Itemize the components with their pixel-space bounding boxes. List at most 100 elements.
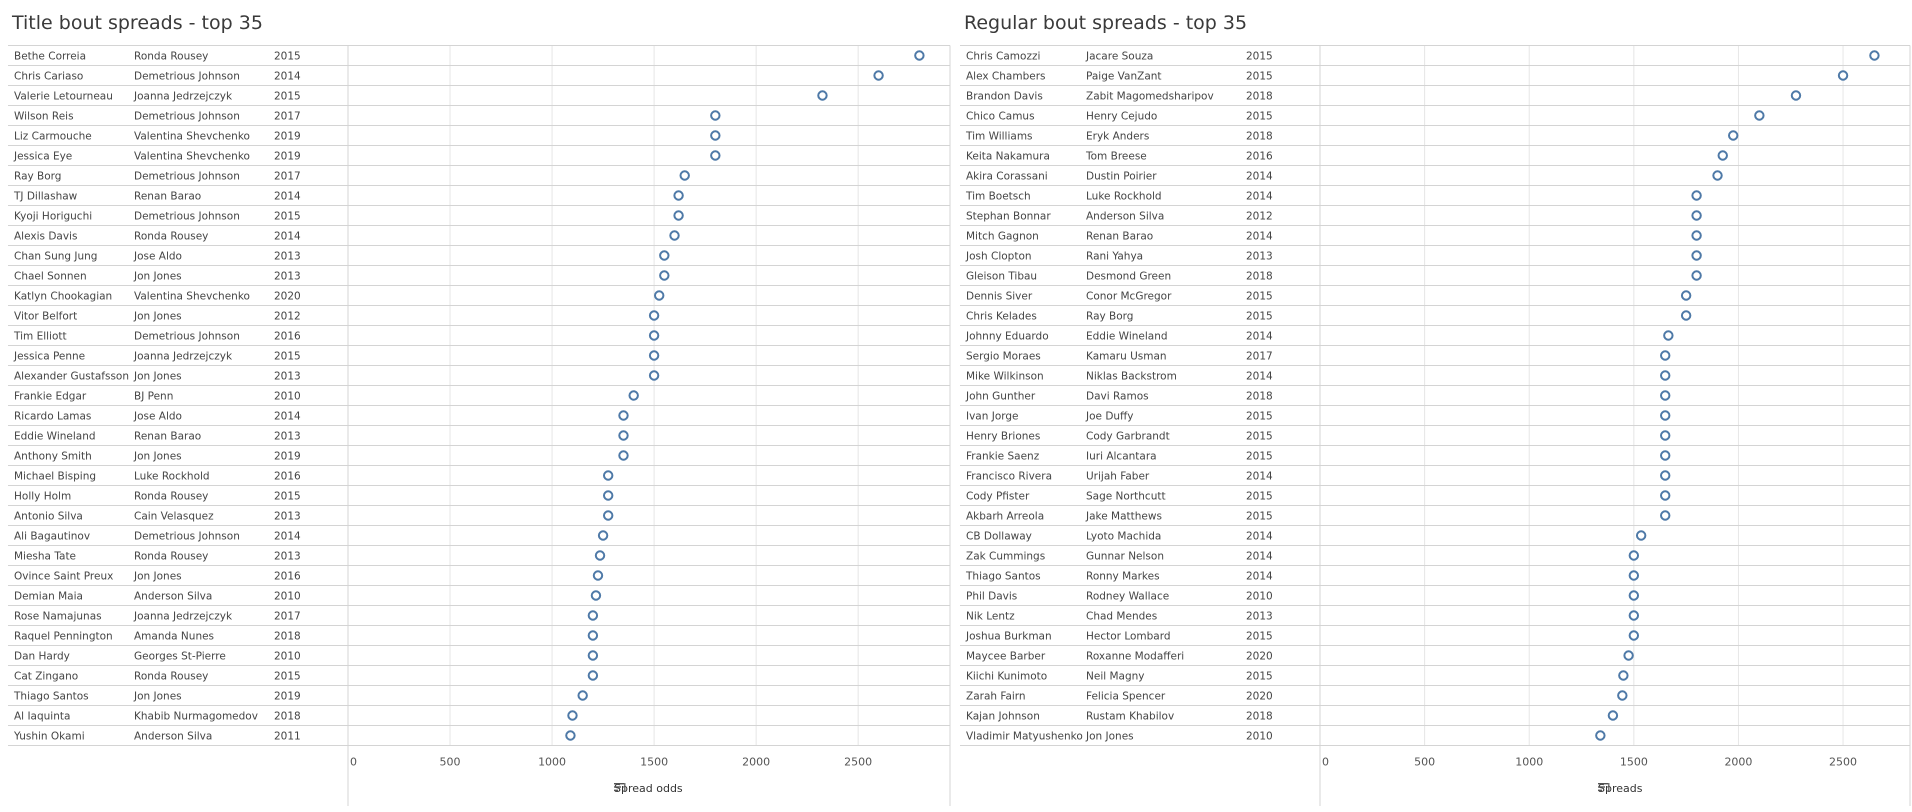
- data-point[interactable]: [618, 430, 629, 441]
- year-label: 2013: [1246, 611, 1273, 623]
- data-point[interactable]: [1660, 430, 1671, 441]
- data-point[interactable]: [1837, 70, 1849, 81]
- year-label: 2014: [274, 71, 301, 83]
- data-point[interactable]: [1691, 270, 1702, 281]
- opponent-label: Rani Yahya: [1086, 251, 1143, 263]
- data-point[interactable]: [1728, 130, 1739, 141]
- data-point[interactable]: [1691, 230, 1702, 241]
- sort-descending-icon[interactable]: [614, 782, 626, 792]
- data-point[interactable]: [1635, 530, 1647, 541]
- data-point[interactable]: [654, 290, 665, 301]
- opponent-label: Neil Magny: [1086, 671, 1145, 683]
- data-point[interactable]: [594, 550, 606, 561]
- year-label: 2014: [1246, 551, 1273, 563]
- data-point[interactable]: [577, 690, 588, 701]
- data-point[interactable]: [1623, 650, 1634, 661]
- data-point[interactable]: [587, 630, 599, 641]
- data-point[interactable]: [567, 710, 578, 721]
- data-points: [565, 50, 925, 741]
- fighter-label: Sergio Moraes: [966, 351, 1041, 363]
- data-point[interactable]: [618, 450, 629, 461]
- row-labels: Chris Camozzi Jacare Souza 2015 Alex Chambe…: [965, 51, 1273, 743]
- opponent-label: Roxanne Modafferi: [1086, 651, 1184, 663]
- data-point[interactable]: [673, 210, 684, 221]
- data-point[interactable]: [597, 530, 609, 541]
- data-point[interactable]: [1660, 490, 1671, 501]
- data-point[interactable]: [1691, 210, 1702, 221]
- data-point[interactable]: [1680, 310, 1692, 321]
- data-point[interactable]: [1628, 610, 1640, 621]
- data-point[interactable]: [669, 230, 680, 241]
- data-point[interactable]: [1628, 590, 1640, 601]
- data-point[interactable]: [1712, 170, 1723, 181]
- x-axis-title-group: Spread odds: [614, 782, 683, 795]
- data-point[interactable]: [1595, 730, 1606, 741]
- data-point[interactable]: [817, 90, 828, 101]
- year-label: 2010: [274, 391, 301, 403]
- data-point[interactable]: [710, 130, 721, 141]
- data-point[interactable]: [1691, 250, 1702, 261]
- data-point[interactable]: [1660, 410, 1671, 421]
- data-point[interactable]: [1691, 190, 1702, 201]
- data-point[interactable]: [648, 310, 660, 321]
- opponent-label: Demetrious Johnson: [134, 71, 240, 83]
- data-point[interactable]: [1628, 550, 1640, 561]
- fighter-label: Keita Nakamura: [966, 151, 1050, 163]
- data-point[interactable]: [1607, 710, 1619, 721]
- x-tick-label: 0: [1322, 756, 1329, 769]
- sort-descending-icon[interactable]: [1598, 782, 1610, 792]
- opponent-label: Renan Barao: [1086, 231, 1153, 243]
- data-point[interactable]: [1660, 470, 1671, 481]
- opponent-label: Niklas Backstrom: [1086, 371, 1177, 383]
- data-point[interactable]: [659, 250, 670, 261]
- data-point[interactable]: [602, 490, 614, 501]
- fighter-label: TJ Dillashaw: [13, 191, 78, 203]
- data-point[interactable]: [1618, 670, 1629, 681]
- opponent-label: Anderson Silva: [134, 731, 212, 743]
- x-axis: 0 500 1000 1500 2000 2500: [1322, 756, 1857, 769]
- data-point[interactable]: [1617, 690, 1628, 701]
- year-label: 2017: [1246, 351, 1273, 363]
- data-point[interactable]: [602, 470, 614, 481]
- opponent-label: Joe Duffy: [1085, 411, 1134, 423]
- title-bout-chart: Bethe Correia Ronda Rousey 2015 Chris Caria…: [8, 45, 951, 806]
- opponent-label: Valentina Shevchenko: [134, 131, 250, 143]
- data-point[interactable]: [565, 730, 576, 741]
- data-point[interactable]: [618, 410, 629, 421]
- data-point[interactable]: [710, 110, 721, 121]
- data-point[interactable]: [1660, 350, 1671, 361]
- data-point[interactable]: [587, 650, 599, 661]
- data-point[interactable]: [648, 350, 660, 361]
- data-point[interactable]: [1660, 450, 1671, 461]
- data-point[interactable]: [1660, 370, 1671, 381]
- data-point[interactable]: [590, 590, 602, 601]
- fighter-label: Akira Corassani: [966, 171, 1048, 183]
- fighter-label: John Gunther: [965, 391, 1036, 403]
- data-point[interactable]: [587, 670, 599, 681]
- data-point[interactable]: [1628, 570, 1640, 581]
- data-point[interactable]: [1754, 110, 1765, 121]
- data-point[interactable]: [648, 330, 660, 341]
- data-point[interactable]: [628, 390, 639, 401]
- data-point[interactable]: [648, 370, 660, 381]
- data-point[interactable]: [1628, 630, 1640, 641]
- year-label: 2020: [274, 291, 301, 303]
- data-point[interactable]: [679, 170, 690, 181]
- data-point[interactable]: [710, 150, 721, 161]
- fighter-label: Ali Bagautinov: [14, 531, 90, 543]
- data-point[interactable]: [1680, 290, 1692, 301]
- data-point[interactable]: [1660, 390, 1671, 401]
- data-point[interactable]: [592, 570, 604, 581]
- data-point[interactable]: [1663, 330, 1674, 341]
- data-point[interactable]: [1790, 90, 1802, 101]
- data-point[interactable]: [914, 50, 925, 61]
- data-point[interactable]: [1869, 50, 1880, 61]
- data-point[interactable]: [602, 510, 614, 521]
- data-point[interactable]: [673, 190, 684, 201]
- data-point[interactable]: [659, 270, 670, 281]
- data-point[interactable]: [1660, 510, 1671, 521]
- data-point[interactable]: [873, 70, 884, 81]
- data-point[interactable]: [587, 610, 599, 621]
- data-point[interactable]: [1717, 150, 1728, 161]
- opponent-label: Anderson Silva: [1086, 211, 1164, 223]
